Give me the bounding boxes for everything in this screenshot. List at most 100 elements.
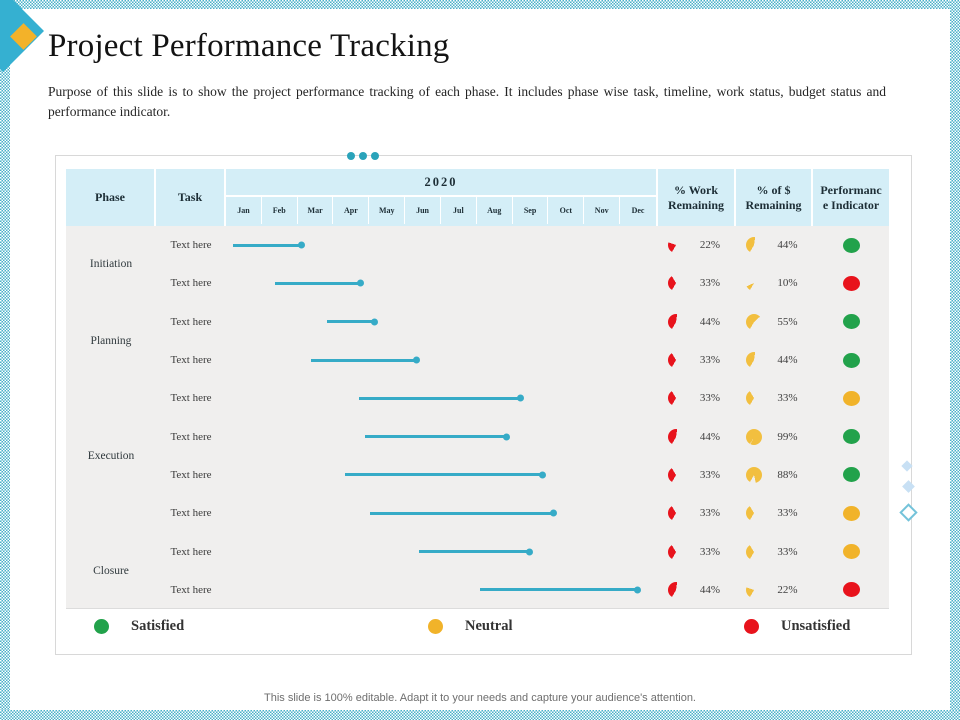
percent-value: 22% [777, 583, 798, 596]
percent-value: 88% [777, 468, 798, 481]
work-remaining-cell: 44% [658, 417, 736, 455]
column-header-phase: Phase [66, 169, 156, 226]
budget-pie-icon [746, 505, 762, 522]
performance-indicator-dot [842, 390, 860, 406]
timeline-bar [326, 320, 376, 324]
work-pie-icon [668, 237, 684, 254]
page-title: Project Performance Tracking [48, 28, 450, 64]
frame-bottom-border [0, 710, 960, 720]
phase-group: Planning [66, 303, 156, 380]
task-label: Text here [170, 545, 212, 558]
work-remaining-cell: 33% [658, 532, 736, 570]
budget-pie-icon [746, 390, 762, 407]
frame-left-border [0, 0, 10, 720]
table-body: Text here 22% 44% Text here 33% 10% Text here 4… [66, 226, 889, 609]
percent-value: 10% [777, 277, 798, 290]
table-row: Text here 33% 33% [66, 494, 889, 532]
month-label: Jul [441, 197, 477, 224]
ellipsis-dot-icon [347, 152, 355, 160]
month-label: Oct [548, 197, 585, 224]
work-pie-icon [668, 275, 684, 292]
performance-indicator-dot [842, 467, 860, 483]
month-label: Sep [513, 197, 549, 224]
timeline-bar [233, 243, 302, 247]
work-remaining-cell: 33% [658, 264, 736, 302]
frame-right-border [950, 0, 960, 720]
task-label: Text here [170, 239, 212, 252]
table-row: Text here 33% 44% [66, 341, 889, 379]
table-row: Text here 33% 33% [66, 379, 889, 417]
indicator-cell [813, 532, 889, 570]
task-label: Text here [170, 315, 212, 328]
table-row: Text here 44% 55% [66, 303, 889, 341]
indicator-cell [813, 417, 889, 455]
timeline-bar [344, 473, 543, 477]
percent-value: 44% [699, 315, 721, 328]
table-row: Text here 44% 99% [66, 417, 889, 455]
month-label: Aug [477, 197, 513, 224]
task-label: Text here [170, 468, 212, 481]
performance-indicator-dot [842, 352, 860, 368]
month-label: Dec [631, 206, 645, 215]
column-header-work-remaining: % Work Remaining [658, 169, 736, 226]
percent-value: 55% [777, 315, 798, 328]
percent-value: 33% [777, 392, 798, 405]
table-header: Phase Task 2020 Jan Feb Mar Apr May Jun … [66, 169, 889, 226]
year-label: 2020 [226, 169, 656, 197]
budget-remaining-cell: 33% [736, 379, 813, 417]
percent-value: 99% [777, 430, 798, 443]
column-header-budget-remaining: % of $ Remaining [736, 169, 813, 226]
percent-value: 33% [777, 507, 798, 520]
phase-label: Initiation [89, 258, 133, 271]
budget-pie-icon [746, 237, 762, 254]
indicator-cell [813, 456, 889, 494]
column-header-performance-indicator: Performance Indicator [820, 182, 882, 212]
work-pie-icon [668, 543, 684, 560]
month-label: Jan [226, 197, 262, 224]
work-pie-icon [668, 313, 684, 330]
work-remaining-cell: 33% [658, 494, 736, 532]
performance-indicator-dot [842, 314, 860, 330]
budget-pie-icon [746, 428, 762, 445]
legend-item-satisfied: Satisfied [94, 618, 184, 635]
timeline-bar [418, 550, 531, 554]
performance-indicator-dot [842, 429, 860, 445]
performance-indicator-dot [842, 505, 860, 521]
task-label: Text here [170, 277, 212, 290]
work-remaining-cell: 33% [658, 379, 736, 417]
table-row: Text here 33% 33% [66, 532, 889, 570]
table-row: Text here 33% 88% [66, 456, 889, 494]
month-header-row: Jan Feb Mar Apr May Jun Jul Aug Sep Oct … [226, 197, 656, 224]
month-label: May [369, 197, 406, 224]
phase-group: Execution [66, 379, 156, 532]
budget-remaining-cell: 44% [736, 226, 813, 264]
work-pie-icon [668, 390, 684, 407]
percent-value: 44% [777, 354, 798, 367]
legend-dot-icon [94, 619, 109, 634]
work-pie-icon [668, 505, 684, 522]
percent-value: 33% [699, 277, 721, 290]
work-remaining-cell: 22% [658, 226, 736, 264]
legend-label: Unsatisfied [781, 618, 851, 634]
month-label: Mar [298, 197, 334, 224]
budget-remaining-cell: 44% [736, 341, 813, 379]
timeline-bar [310, 358, 417, 362]
indicator-cell [813, 303, 889, 341]
budget-pie-icon [746, 581, 762, 598]
legend-item-neutral: Neutral [428, 618, 513, 635]
budget-remaining-cell: 10% [736, 264, 813, 302]
budget-pie-icon [746, 313, 762, 330]
budget-remaining-cell: 22% [736, 571, 813, 609]
page-subtitle: Purpose of this slide is to show the pro… [48, 84, 886, 119]
percent-value: 33% [699, 392, 721, 405]
month-label: Jun [405, 197, 441, 224]
indicator-cell [813, 226, 889, 264]
budget-pie-icon [746, 275, 762, 292]
percent-value: 22% [699, 239, 721, 252]
budget-remaining-cell: 99% [736, 417, 813, 455]
ellipsis-dot-icon [359, 152, 367, 160]
table-row: Text here 44% 22% [66, 571, 889, 609]
indicator-cell [813, 341, 889, 379]
budget-remaining-cell: 33% [736, 532, 813, 570]
budget-pie-icon [746, 466, 762, 483]
